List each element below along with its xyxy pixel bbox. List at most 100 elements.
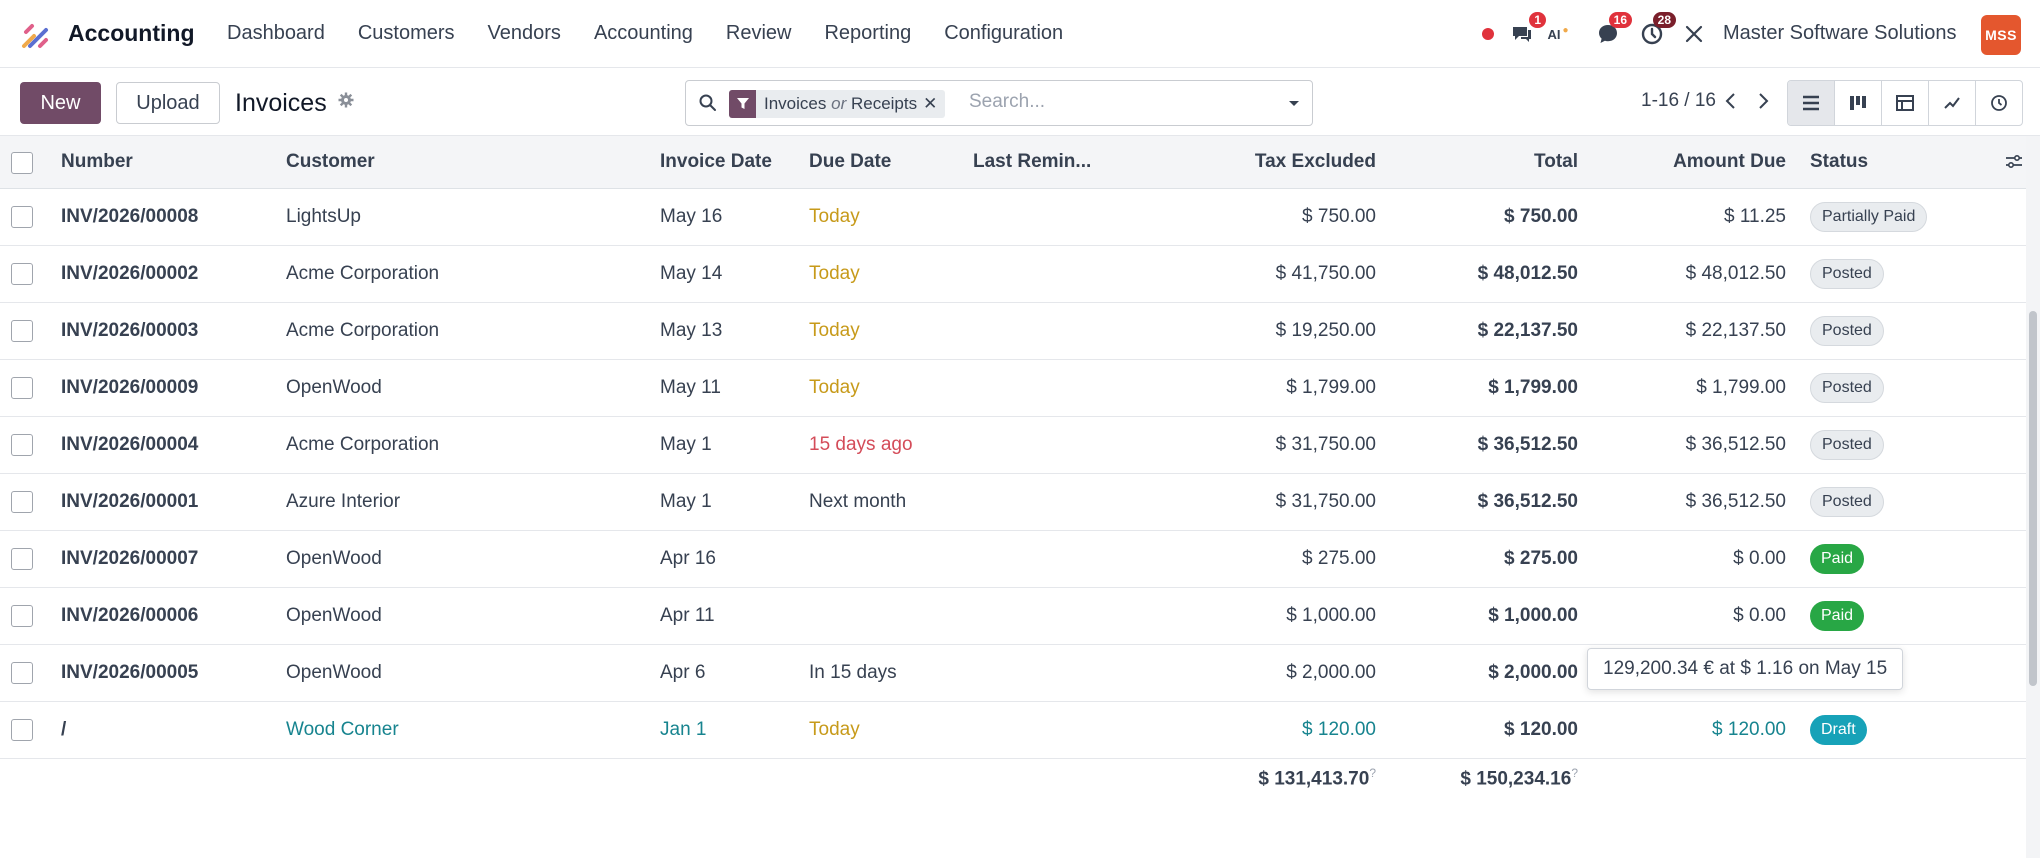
due-date: Today xyxy=(809,206,860,227)
currency-tooltip: 129,200.34 € at $ 1.16 on May 15 xyxy=(1587,648,1904,690)
invoice-number: INV/2026/00005 xyxy=(61,662,199,683)
row-checkbox[interactable] xyxy=(11,377,33,399)
table-row[interactable]: INV/2026/00001 Azure Interior May 1 Next mo… xyxy=(0,474,2026,531)
row-checkbox[interactable] xyxy=(11,662,33,684)
table-row[interactable]: INV/2026/00008 LightsUp May 16 Today $ 750.0… xyxy=(0,189,2026,246)
menu-review[interactable]: Review xyxy=(725,22,792,44)
tax-excluded: $ 19,250.00 xyxy=(1275,320,1376,341)
menu-reporting[interactable]: Reporting xyxy=(824,22,912,44)
activity-view-button[interactable] xyxy=(1976,81,2022,125)
table-row[interactable]: INV/2026/00004 Acme Corporation May 1 15 da… xyxy=(0,417,2026,474)
row-checkbox[interactable] xyxy=(11,206,33,228)
select-all-checkbox[interactable] xyxy=(11,152,33,174)
menu-configuration[interactable]: Configuration xyxy=(944,22,1064,44)
pager-value[interactable]: 1-16 / 16 xyxy=(1641,90,1716,111)
due-date: Today xyxy=(809,263,860,284)
row-checkbox[interactable] xyxy=(11,320,33,342)
invoice-date: May 13 xyxy=(660,320,723,341)
pivot-view-button[interactable] xyxy=(1882,81,1929,125)
table-row[interactable]: INV/2026/00006 OpenWood Apr 11 $ 1,000.00 $ … xyxy=(0,588,2026,645)
chevron-left-icon[interactable] xyxy=(1724,92,1738,110)
column-settings-icon[interactable] xyxy=(2005,154,2023,170)
user-avatar[interactable]: MSS xyxy=(1981,15,2021,55)
messages-badge: 1 xyxy=(1529,12,1546,28)
caret-down-icon[interactable] xyxy=(1288,99,1300,109)
search-input[interactable] xyxy=(969,91,1269,113)
chevron-right-icon[interactable] xyxy=(1756,92,1770,110)
header-last-reminder[interactable]: Last Remin... xyxy=(973,151,1092,172)
vertical-scrollbar[interactable] xyxy=(2026,136,2040,858)
header-total[interactable]: Total xyxy=(1534,151,1578,172)
clock-icon xyxy=(1991,95,2007,111)
tax-excluded: $ 750.00 xyxy=(1302,206,1376,227)
header-due-date[interactable]: Due Date xyxy=(809,151,892,172)
header-number[interactable]: Number xyxy=(61,151,133,172)
amount-due: $ 11.25 xyxy=(1724,206,1786,227)
header-invoice-date[interactable]: Invoice Date xyxy=(660,151,772,172)
invoice-date: May 1 xyxy=(660,434,712,455)
table-row[interactable]: INV/2026/00002 Acme Corporation May 14 Toda… xyxy=(0,246,2026,303)
customer-name: Acme Corporation xyxy=(286,263,440,284)
invoice-date: Jan 1 xyxy=(660,719,707,740)
menu-customers[interactable]: Customers xyxy=(357,22,455,44)
row-checkbox[interactable] xyxy=(11,548,33,570)
accounting-app-icon[interactable] xyxy=(20,20,52,52)
amount-due: $ 1,799.00 xyxy=(1696,377,1786,398)
row-checkbox[interactable] xyxy=(11,491,33,513)
table-row[interactable]: INV/2026/00003 Acme Corporation May 13 Toda… xyxy=(0,303,2026,360)
totals-row: $ 131,413.70? $ 150,234.16? xyxy=(0,766,2026,816)
header-amount-due[interactable]: Amount Due xyxy=(1673,151,1786,172)
invoice-list: Number Customer Invoice Date Due Date La… xyxy=(0,136,2026,858)
upload-button[interactable]: Upload xyxy=(116,82,220,124)
table-row[interactable]: INV/2026/00009 OpenWood May 11 Today $ 1,799… xyxy=(0,360,2026,417)
due-date: Next month xyxy=(809,491,907,512)
close-icon[interactable] xyxy=(1680,20,1708,48)
menu-vendors[interactable]: Vendors xyxy=(487,22,561,44)
recording-dot-icon[interactable] xyxy=(1474,20,1502,48)
company-switcher[interactable]: Master Software Solutions xyxy=(1723,22,1957,44)
invoice-number: INV/2026/00002 xyxy=(61,263,199,284)
search-facet[interactable]: Invoices or Receipts ✕ xyxy=(729,90,946,118)
total-amount: $ 150,234.16? xyxy=(1460,766,1578,790)
tax-excluded: $ 41,750.00 xyxy=(1275,263,1376,284)
total: $ 1,000.00 xyxy=(1488,605,1578,626)
ai-icon[interactable]: AI ● xyxy=(1547,24,1569,42)
app-name[interactable]: Accounting xyxy=(68,20,195,46)
chat-icon[interactable]: 16 xyxy=(1594,12,1632,48)
activity-clock-icon[interactable]: 28 xyxy=(1638,12,1676,48)
new-button[interactable]: New xyxy=(20,82,101,124)
total: $ 1,799.00 xyxy=(1488,377,1578,398)
header-customer[interactable]: Customer xyxy=(286,151,375,172)
status-badge: Posted xyxy=(1810,259,1884,289)
scrollbar-thumb[interactable] xyxy=(2029,311,2037,686)
graph-view-button[interactable] xyxy=(1929,81,1976,125)
kanban-view-button[interactable] xyxy=(1835,81,1882,125)
tax-excluded: $ 31,750.00 xyxy=(1275,434,1376,455)
invoice-number: INV/2026/00001 xyxy=(61,491,199,512)
search-icon[interactable] xyxy=(698,93,718,113)
table-row[interactable]: / Wood Corner Jan 1 Today $ 120.00 $ 120.00 $ … xyxy=(0,702,2026,759)
list-view-button[interactable] xyxy=(1788,81,1835,125)
invoice-number: INV/2026/00008 xyxy=(61,206,199,227)
row-checkbox[interactable] xyxy=(11,263,33,285)
main-menu: Dashboard Customers Vendors Accounting R… xyxy=(227,22,1096,45)
total: $ 36,512.50 xyxy=(1477,491,1578,512)
customer-name: OpenWood xyxy=(286,605,382,626)
page-title: Invoices xyxy=(235,89,327,117)
row-checkbox[interactable] xyxy=(11,719,33,741)
status-badge: Posted xyxy=(1810,316,1884,346)
row-checkbox[interactable] xyxy=(11,605,33,627)
total: $ 48,012.50 xyxy=(1477,263,1578,284)
status-badge: Partially Paid xyxy=(1810,202,1928,232)
customer-name: OpenWood xyxy=(286,377,382,398)
table-row[interactable]: INV/2026/00007 OpenWood Apr 16 $ 275.00 $ 27… xyxy=(0,531,2026,588)
header-status[interactable]: Status xyxy=(1810,151,1869,172)
menu-dashboard[interactable]: Dashboard xyxy=(227,22,325,44)
header-tax-excluded[interactable]: Tax Excluded xyxy=(1254,151,1376,172)
menu-accounting[interactable]: Accounting xyxy=(593,22,693,44)
messages-icon[interactable]: 1 xyxy=(1508,12,1546,48)
gear-icon[interactable] xyxy=(338,92,354,113)
remove-facet-icon[interactable]: ✕ xyxy=(923,94,938,113)
total: $ 275.00 xyxy=(1504,548,1578,569)
row-checkbox[interactable] xyxy=(11,434,33,456)
